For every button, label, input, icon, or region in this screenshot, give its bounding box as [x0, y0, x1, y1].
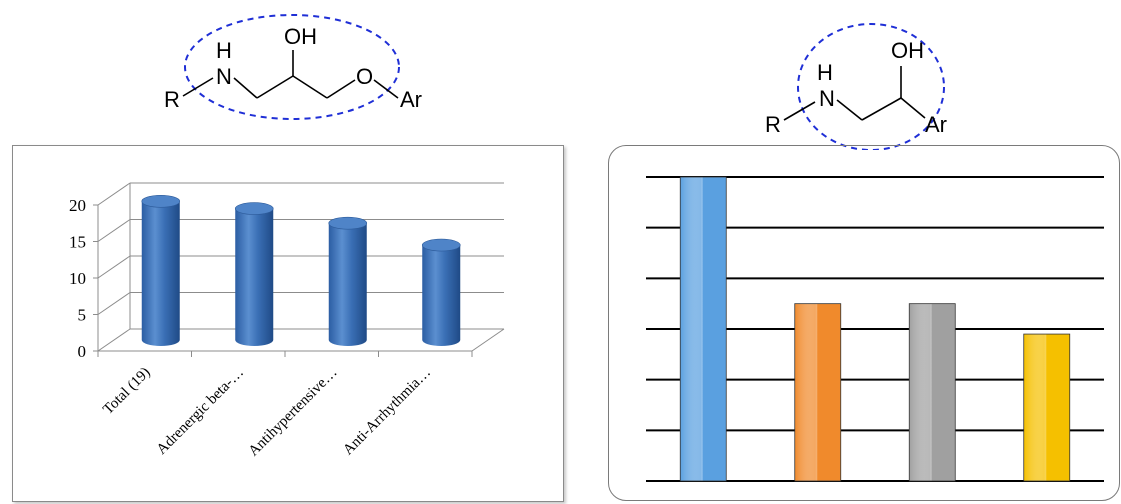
left-y-tick-label: 15: [69, 233, 86, 252]
left-bar: [234, 202, 274, 346]
left-atom-n: N: [216, 64, 232, 89]
right-bar: [908, 303, 956, 482]
left-x-tick-label: Antihypertensive…: [246, 365, 341, 460]
left-bar-chart: 0 5 10 15 20 Total (19) Adrenergic beta-…Antih…: [69, 182, 505, 460]
left-atom-oh: OH: [284, 24, 317, 49]
left-bar: [328, 216, 368, 346]
left-y-tick-label: 10: [69, 269, 86, 288]
right-atom-h: H: [817, 60, 833, 85]
left-atom-o: O: [356, 64, 373, 89]
left-grid-diag: [97, 219, 131, 242]
left-y-tick-label: 5: [78, 306, 87, 325]
left-grid-diag: [97, 182, 131, 206]
left-grid-diag: [97, 328, 131, 352]
left-atom-h: H: [216, 38, 232, 63]
right-highlight-ellipse: [797, 23, 945, 150]
left-bonds: [182, 50, 399, 99]
left-x-tick-label: Total (19): [100, 365, 153, 418]
left-grid-diag: [97, 255, 131, 279]
right-bar: [679, 176, 727, 482]
left-y-tick-label: 20: [69, 196, 86, 215]
left-floor-edge: [471, 328, 505, 352]
right-atom-r: R: [765, 112, 781, 137]
left-x-tick-label: Adrenergic beta-…: [154, 365, 247, 458]
right-atom-oh: OH: [891, 38, 924, 63]
right-atom-n: N: [819, 86, 835, 111]
left-grid-diag: [97, 292, 131, 315]
left-highlight-ellipse: [184, 14, 400, 120]
left-atom-ar: Ar: [400, 87, 422, 112]
right-bar: [1023, 333, 1071, 482]
right-atom-ar: Ar: [925, 112, 947, 137]
left-molecule-structure: H N OH O R Ar: [164, 14, 422, 120]
left-x-tick-label: Anti-Arrhythmia…: [340, 365, 434, 459]
right-molecule-structure: H N OH R Ar: [765, 23, 947, 150]
right-bar-chart: [646, 176, 1104, 482]
right-chart-frame: [608, 145, 1120, 501]
right-bar: [794, 303, 842, 482]
right-bonds: [783, 66, 926, 121]
left-y-tick-label: 0: [78, 342, 87, 361]
left-chart-frame: [12, 145, 564, 502]
left-bar: [421, 238, 461, 346]
left-atom-r: R: [164, 87, 180, 112]
left-bar: [141, 194, 181, 346]
